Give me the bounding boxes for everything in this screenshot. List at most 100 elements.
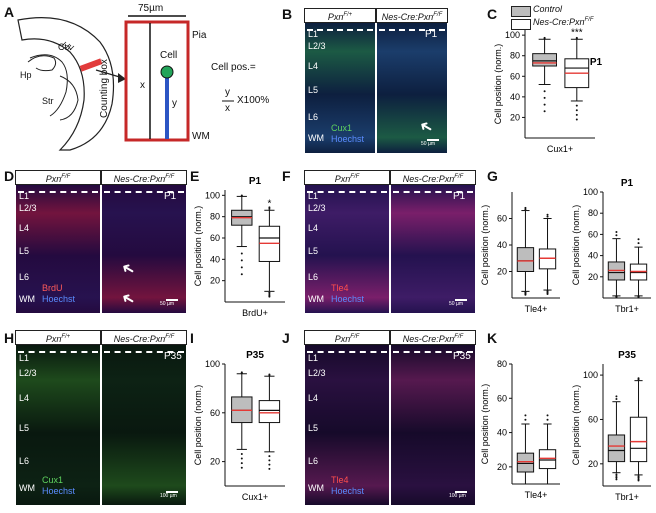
outlier-I-1-hi1 <box>268 373 271 376</box>
layer-label-f-1: L2/3 <box>308 202 326 213</box>
cortex-sample-region <box>79 58 103 72</box>
legend-mutant-text: Nes-Cre:Pxn <box>533 17 585 27</box>
y-tick-label-G2-20: 20 <box>588 272 598 282</box>
y-tick-label-C-40: 40 <box>510 92 520 102</box>
outlier-I-0-lo3 <box>240 466 243 469</box>
y-tick-label-G2-60: 60 <box>588 229 598 239</box>
outlier-I-0-lo2 <box>240 462 243 465</box>
outlier-K2-1-lo2 <box>637 478 640 481</box>
panel-label-i: I <box>190 330 194 346</box>
panel-label-c: C <box>487 6 498 22</box>
box-K2-1 <box>629 416 648 463</box>
layer-label-b-2: L4 <box>308 61 319 72</box>
outlier-G2-0-hi1 <box>615 230 618 233</box>
genotype-header-b-control: PxnF/+ <box>304 8 376 23</box>
panel-label-e: E <box>190 168 200 184</box>
hoechst-label-h: Hoechst <box>42 486 76 496</box>
outlier-E-0-lo3 <box>240 273 243 276</box>
y-tick-label-K2-60: 60 <box>588 414 598 424</box>
layer-label-f-5: WM <box>308 293 324 304</box>
layer-label-j-3: L5 <box>308 423 319 433</box>
age-label-d: P1 <box>164 191 177 202</box>
pia-dashed-line-d-1 <box>104 191 184 193</box>
y-tick-label-G1-60: 60 <box>497 214 507 224</box>
chart-title-G2: P1 <box>621 178 634 189</box>
y-tick-label-K1-40: 40 <box>497 428 507 438</box>
hoechst-label-j: Hoechst <box>331 486 365 496</box>
outlier-I-1-lo2 <box>268 463 271 466</box>
box-G1-0 <box>516 247 535 272</box>
pia-dashed-line-j-1 <box>393 351 473 353</box>
pia-dashed-line-d-0 <box>18 191 98 193</box>
cell-label: Cell <box>160 50 178 61</box>
genotype-superscript: F/F <box>433 12 443 18</box>
outlier-G1-0-hi1 <box>524 206 527 209</box>
outlier-E-0-lo0 <box>240 252 243 255</box>
outlier-C-0-hi1 <box>543 36 546 39</box>
outlier-E-0-lo2 <box>240 266 243 269</box>
outlier-C-0-lo1 <box>543 96 546 99</box>
scale-label: 75µm <box>138 3 164 14</box>
y-tick-label-I-20: 20 <box>210 457 220 467</box>
outlier-I-0-lo1 <box>240 457 243 460</box>
y-tick-label-G2-40: 40 <box>588 251 598 261</box>
significance-E: * <box>267 198 271 209</box>
genotype-header-b-mutant: Nes-Cre:PxnF/F <box>376 8 448 23</box>
counting-box <box>124 20 190 142</box>
genotype-name: Nes-Cre:Pxn <box>381 12 434 22</box>
genotype-header-f-control: PxnF/F <box>304 170 390 185</box>
y-tick-label-G1-40: 40 <box>497 240 507 250</box>
str-label: Str <box>42 96 54 106</box>
outlier-K1-0-hi1 <box>524 414 527 417</box>
outlier-G1-1-hi0 <box>546 215 549 218</box>
scalebar-f <box>455 299 467 301</box>
layer-label-d-0: L1 <box>19 190 30 201</box>
x-label: x <box>140 80 145 91</box>
layer-label-b-1: L2/3 <box>308 41 326 51</box>
layer-label-h-4: L6 <box>19 456 30 466</box>
outlier-G1-0-lo3 <box>524 293 527 296</box>
pia-dashed-line-h-0 <box>18 351 98 353</box>
genotype-name: Nes-Cre:Pxn <box>402 174 455 184</box>
micrograph-b-mutant <box>377 23 447 153</box>
box-C-0 <box>532 53 558 67</box>
outlier-I-1-lo0 <box>268 455 271 458</box>
layer-label-h-3: L5 <box>19 423 30 433</box>
x-axis-label-E: BrdU+ <box>242 308 268 318</box>
panel-label-h: H <box>4 330 15 346</box>
age-label-h: P35 <box>164 351 182 362</box>
genotype-superscript: F/F <box>165 174 175 180</box>
y-tick-label-G2-100: 100 <box>583 187 598 197</box>
y-tick-label-K2-100: 100 <box>583 370 598 380</box>
y-tick-label-E-100: 100 <box>205 190 220 200</box>
layer-label-f-2: L4 <box>308 222 319 233</box>
box-I-1 <box>258 400 281 424</box>
genotype-name: Pxn <box>334 334 351 344</box>
y-tick-label-E-40: 40 <box>210 254 220 264</box>
chart-title-I: P35 <box>246 350 264 361</box>
outlier-E-0-hi1 <box>240 194 243 197</box>
pia-dashed-line-f-0 <box>307 191 387 193</box>
layer-label-f-0: L1 <box>308 190 319 201</box>
outlier-K2-0-hi1 <box>615 395 618 398</box>
hoechst-label-d: Hoechst <box>42 294 76 304</box>
stain-label-b: Cux1 <box>331 123 353 133</box>
outlier-K2-0-hi0 <box>615 398 618 401</box>
legend-control-label: Control <box>533 4 563 14</box>
pia-dashed-line-b-1 <box>379 29 445 31</box>
outlier-K2-0-lo0 <box>615 473 618 476</box>
genotype-name: Pxn <box>334 174 351 184</box>
y-tick-label-G2-80: 80 <box>588 208 598 218</box>
genotype-name: Nes-Cre:Pxn <box>113 334 166 344</box>
age-label-j: P35 <box>453 351 471 362</box>
micrograph-f-control <box>305 185 389 313</box>
outlier-K1-1-hi1 <box>546 414 549 417</box>
y-tick-label-K1-80: 80 <box>497 359 507 369</box>
genotype-name: Nes-Cre:Pxn <box>402 334 455 344</box>
micrograph-f-mutant <box>391 185 475 313</box>
brain-outline <box>17 17 115 151</box>
x-axis-label-I: Cux1+ <box>242 492 268 502</box>
ctx-label: Ctx <box>58 42 72 52</box>
scalebar-label-j: 100 µm <box>449 493 466 499</box>
panel-label-k: K <box>487 330 498 346</box>
